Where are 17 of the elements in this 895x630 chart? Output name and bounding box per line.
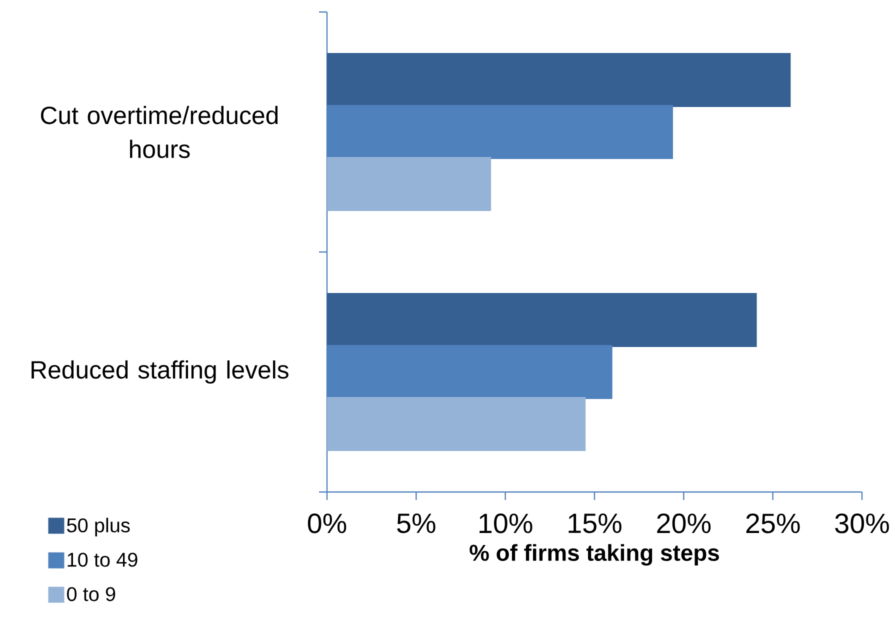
x-tick-label: 0% [308,514,346,534]
x-tick-label: 30% [835,514,889,534]
bar [327,157,492,212]
bar [327,292,757,347]
y-tick-label: Reduced staffing levels [32,360,288,384]
y-tick-label: Cut overtime/reduced hours [40,106,278,158]
bar [327,52,791,107]
x-tick-label: 15% [568,514,622,534]
legend-label: 0 to 9 [67,587,116,602]
legend-label: 10 to 49 [68,552,138,567]
x-tick-label: 20% [657,514,711,534]
bar [327,397,586,452]
legend-label: 50 plus [67,518,130,536]
x-axis-title: % of firms taking steps [470,544,719,566]
x-tick-label: 25% [746,514,800,534]
x-tick-label: 5% [397,514,436,534]
x-tick-label: 10% [480,514,532,534]
